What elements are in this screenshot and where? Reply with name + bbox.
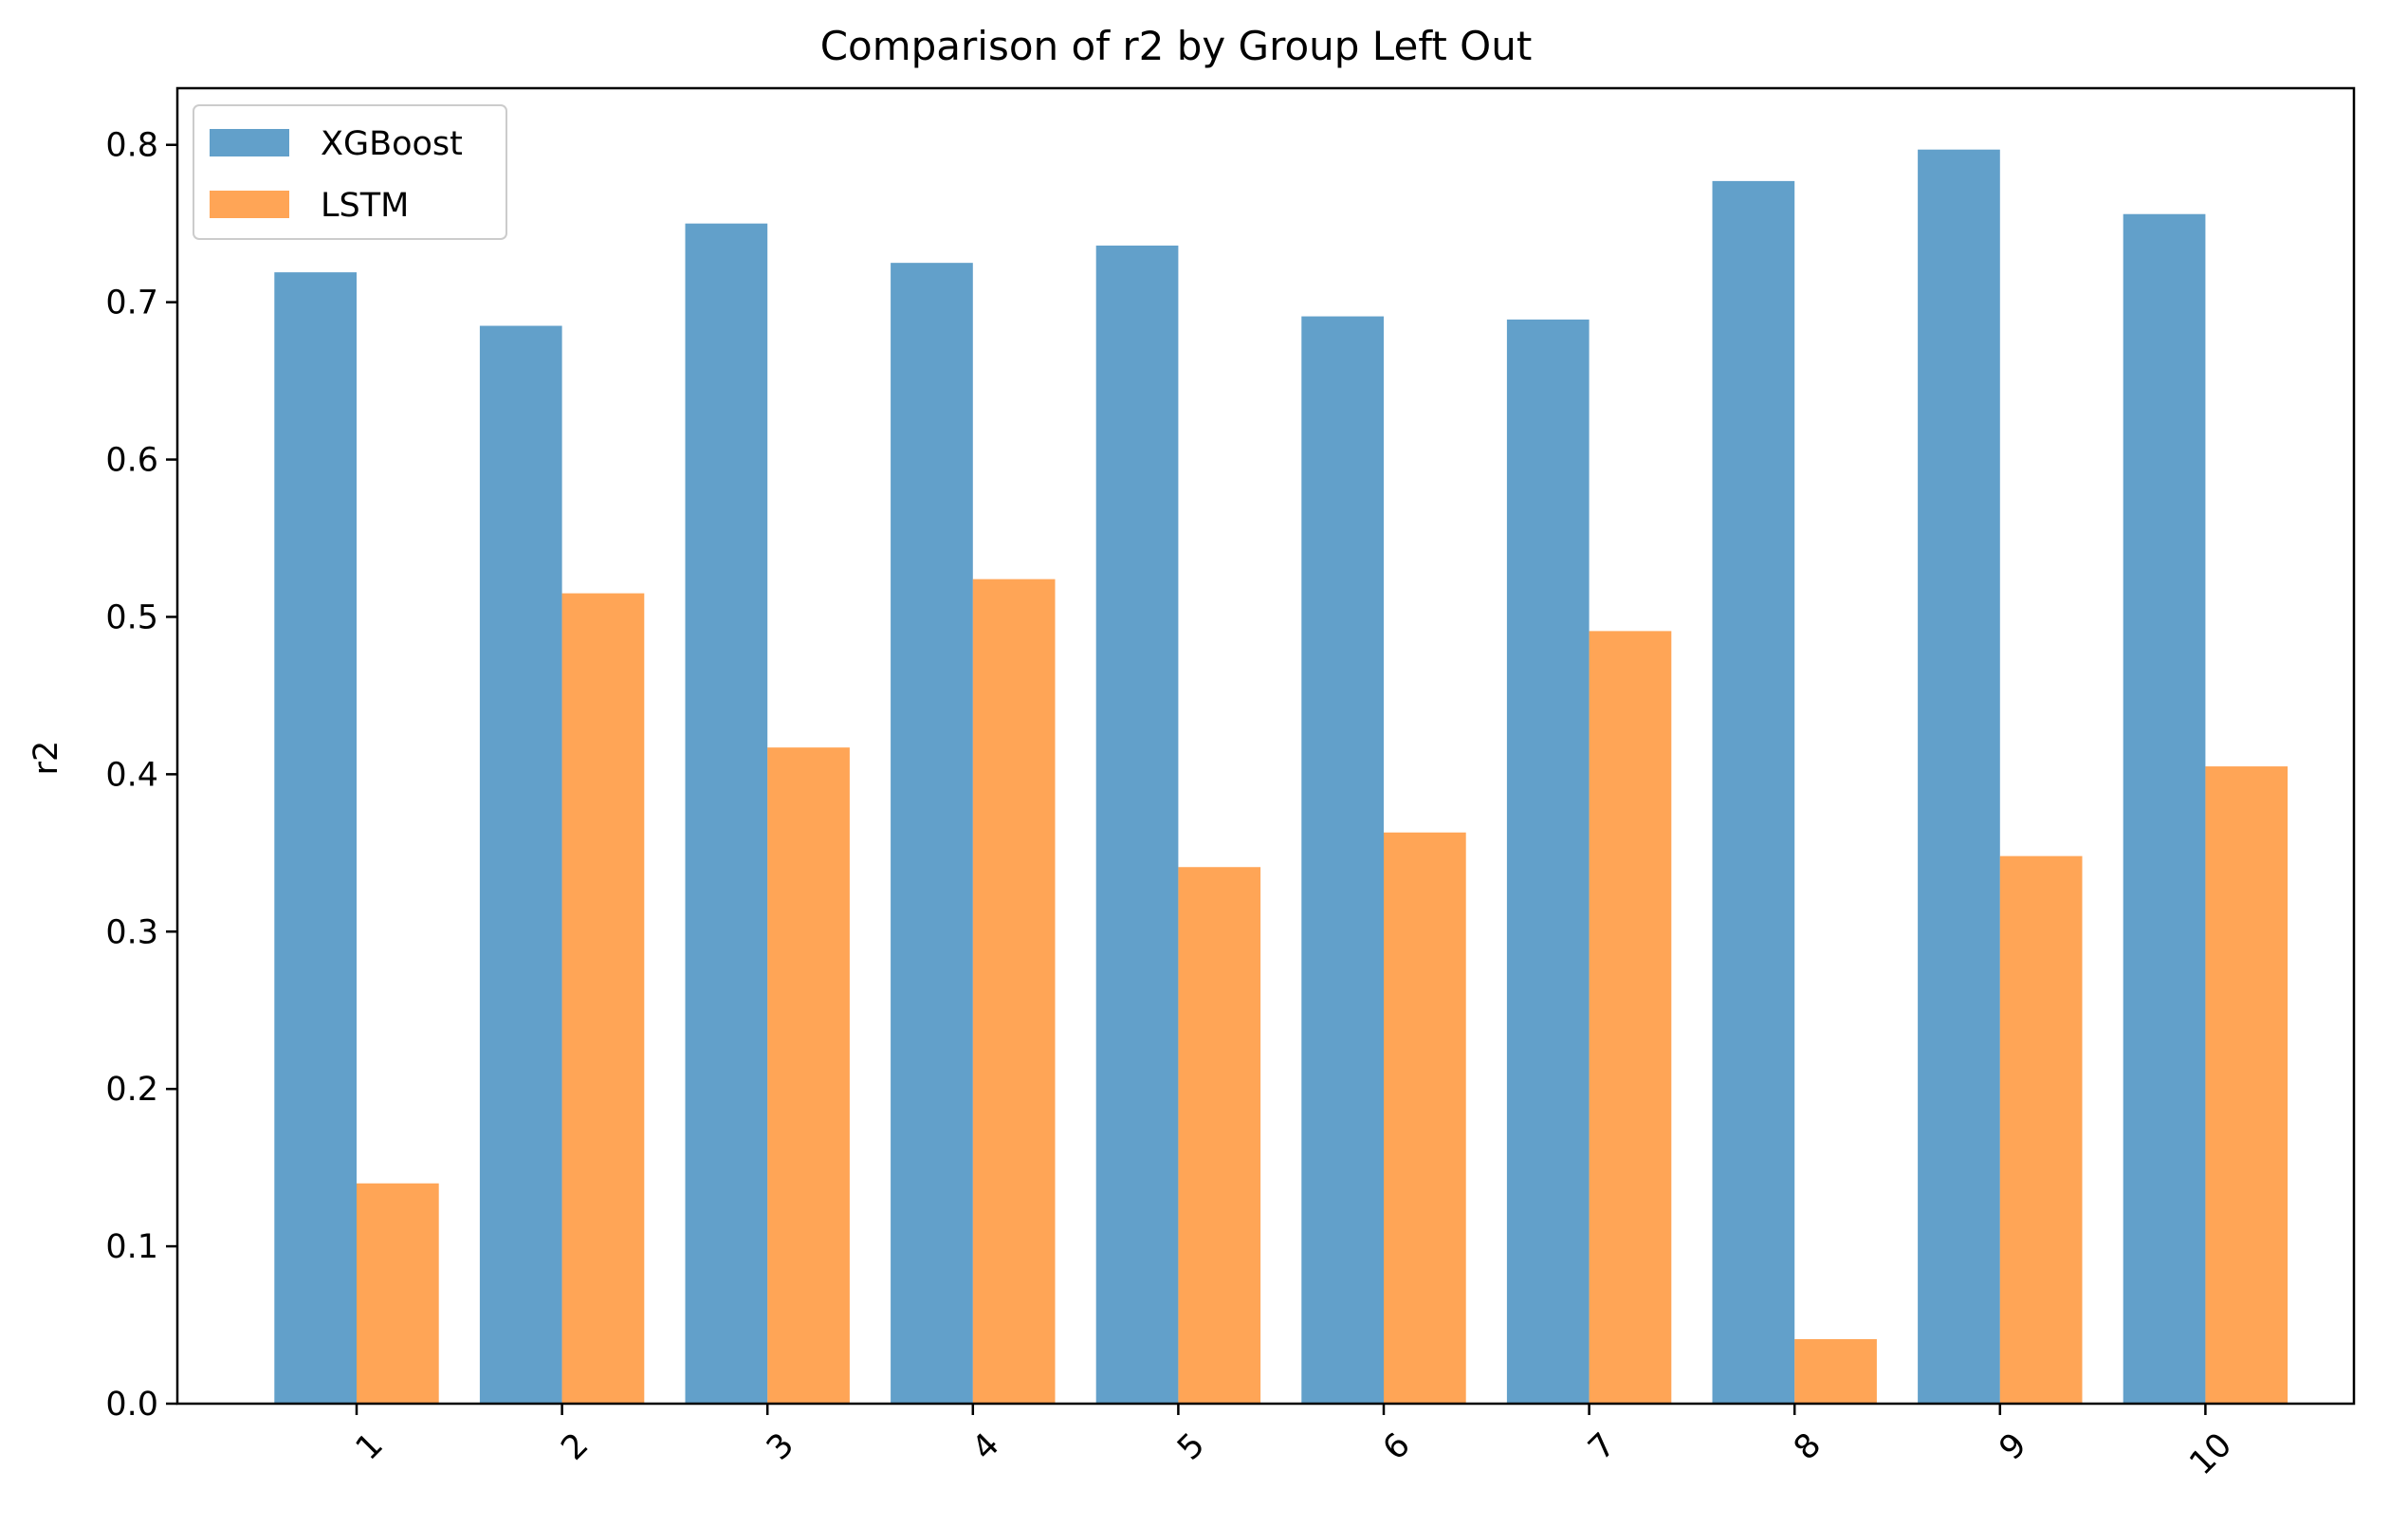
bar-xgboost-group-1 (274, 272, 357, 1404)
y-tick-label: 0.0 (105, 1386, 158, 1424)
bar-lstm-group-10 (2205, 766, 2289, 1404)
bar-xgboost-group-9 (1918, 149, 2000, 1405)
bar-lstm-group-1 (357, 1183, 439, 1404)
bars-layer (274, 149, 2289, 1405)
y-axis: 0.0 0.1 0.2 0.3 0.4 0.5 0.6 0.7 0.8 (105, 127, 177, 1424)
y-tick-label: 0.4 (105, 756, 158, 794)
bar-lstm-group-2 (561, 593, 645, 1404)
legend: XGBoost LSTM (193, 104, 507, 240)
bar-lstm-group-9 (1999, 855, 2083, 1404)
chart-title: Comparison of r2 by Group Left Out (820, 23, 1533, 69)
y-tick-label: 0.5 (105, 598, 158, 636)
bar-xgboost-group-4 (891, 263, 973, 1404)
y-axis-label: r2 (28, 741, 65, 776)
bar-lstm-group-8 (1794, 1338, 1877, 1404)
bar-xgboost-group-8 (1712, 180, 1795, 1404)
bar-lstm-group-3 (767, 747, 850, 1404)
y-tick-label: 0.3 (105, 913, 158, 951)
bar-lstm-group-5 (1178, 867, 1261, 1404)
y-tick-label: 0.7 (105, 285, 158, 322)
legend-label-lstm: LSTM (321, 187, 409, 225)
bar-lstm-group-7 (1589, 631, 1672, 1404)
legend-label-xgboost: XGBoost (321, 125, 463, 163)
y-tick-label: 0.2 (105, 1071, 158, 1109)
y-tick-label: 0.8 (105, 127, 158, 165)
bar-lstm-group-6 (1384, 832, 1466, 1404)
x-axis: 1 2 3 4 5 6 7 8 9 10 (349, 1404, 2239, 1482)
bar-lstm-group-4 (972, 579, 1056, 1404)
plot-frame (175, 86, 2356, 1406)
bar-xgboost-group-6 (1301, 316, 1384, 1404)
bar-xgboost-group-5 (1095, 245, 1179, 1404)
y-tick-label: 0.1 (105, 1228, 158, 1266)
bar-xgboost-group-10 (2123, 213, 2206, 1405)
bar-xgboost-group-2 (479, 325, 562, 1404)
y-tick-label: 0.6 (105, 442, 158, 480)
bar-xgboost-group-7 (1506, 319, 1590, 1404)
legend-swatch-lstm (210, 191, 289, 218)
legend-swatch-xgboost (210, 129, 289, 156)
bar-xgboost-group-3 (685, 223, 768, 1405)
